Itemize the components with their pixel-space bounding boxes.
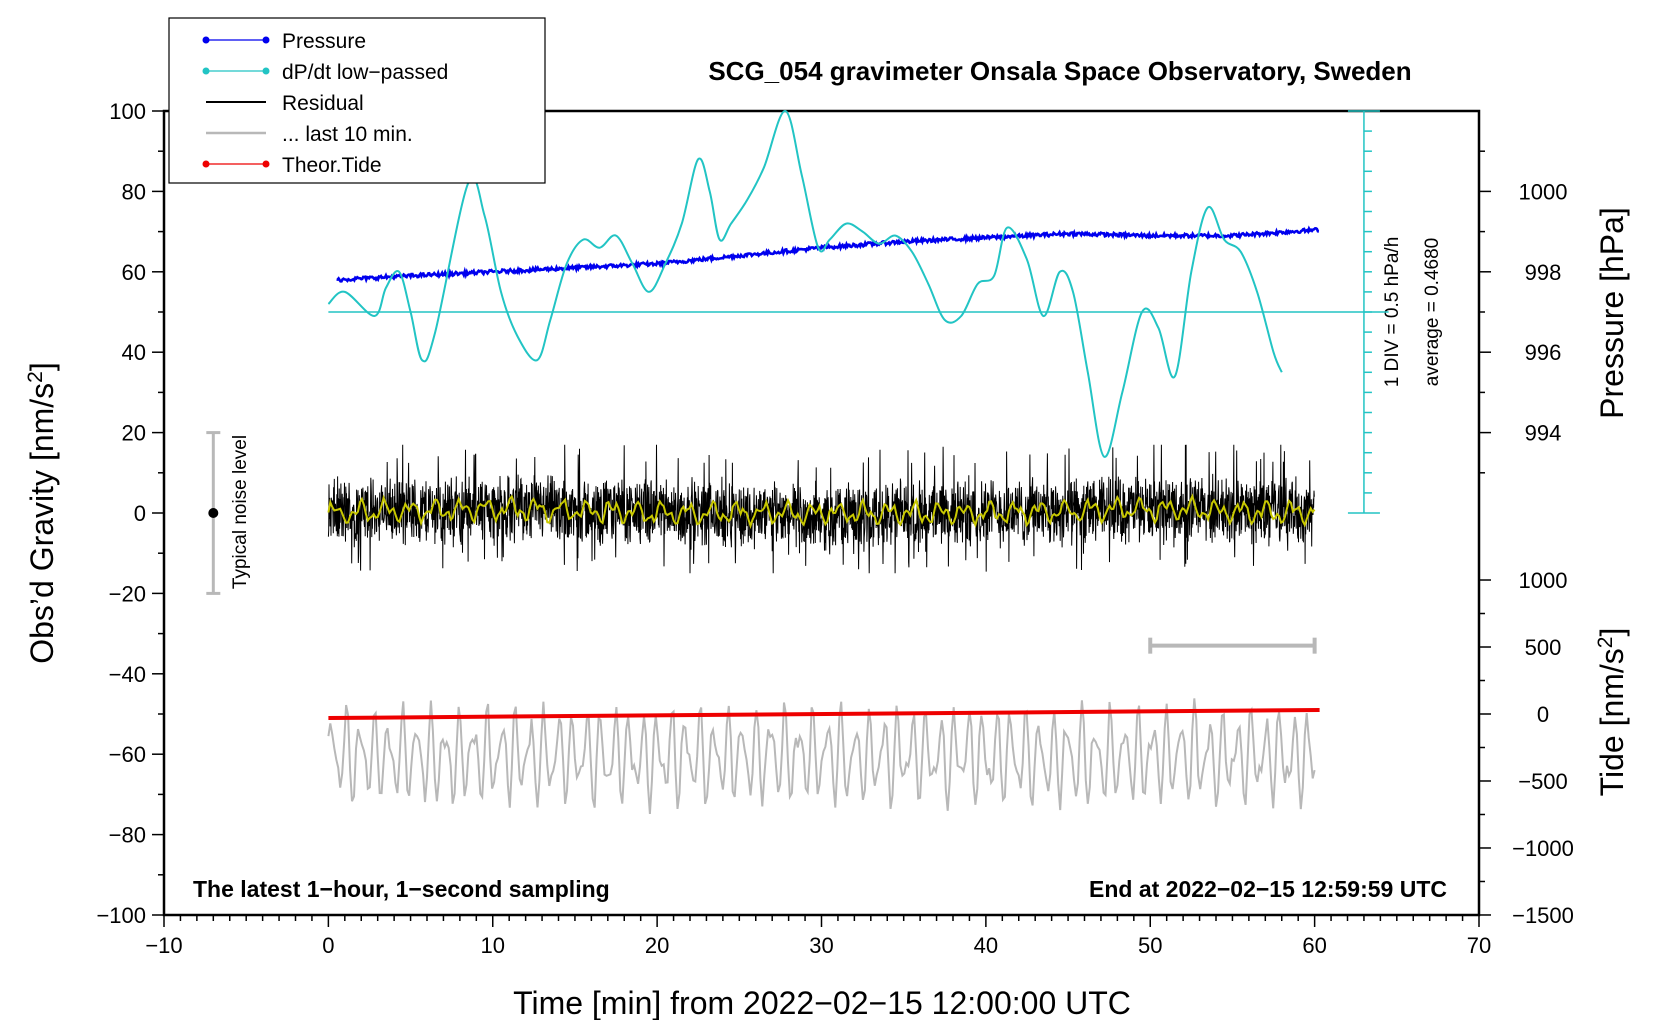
y-tick-label: −100 [96, 903, 146, 928]
dpdt-average-note: average = 0.4680 [1422, 238, 1443, 386]
legend-marker-tide-2 [262, 160, 270, 168]
pressure-tick-label: 994 [1525, 421, 1562, 446]
legend-marker-dpdt [202, 67, 210, 75]
legend-item-dpdt: dP/dt low−passed [202, 61, 448, 84]
noise-bar-center [208, 508, 219, 518]
y-tick-label: −60 [109, 742, 146, 767]
x-tick-label: −10 [145, 933, 182, 958]
y-tick-label: 100 [109, 99, 146, 124]
legend-label-tide: Theor.Tide [282, 154, 382, 177]
series-pressure-line [336, 225, 1320, 284]
legend-label-dpdt: dP/dt low−passed [282, 61, 448, 84]
x-tick-label: 50 [1138, 933, 1162, 958]
y-axis-label: Obs’d Gravity [nm/s2] [24, 362, 61, 664]
x-axis-label: Time [min] from 2022−02−15 12:00:00 UTC [513, 985, 1131, 1020]
x-tick-label: 40 [974, 933, 998, 958]
legend-item-last10: ... last 10 min. [206, 123, 413, 146]
legend-item-pressure: Pressure [202, 30, 366, 53]
series-residual-line [327, 444, 1315, 574]
y-tick-label: 0 [134, 501, 146, 526]
legend-label-residual: Residual [282, 92, 364, 115]
series-tide-line [328, 708, 1320, 720]
y-tick-label: 80 [122, 179, 146, 204]
dpdt-division-note: 1 DIV = 0.5 hPa/h [1382, 237, 1403, 388]
legend-label-pressure: Pressure [282, 30, 366, 53]
y-tick-label: −20 [109, 581, 146, 606]
pressure-tick-label: 1000 [1519, 179, 1568, 204]
tide-tick-label: −1500 [1512, 903, 1574, 928]
legend-marker-tide [202, 160, 210, 168]
x-tick-label: 30 [809, 933, 833, 958]
noise-label: Typical noise level [230, 435, 251, 589]
end-time-note: End at 2022−02−15 12:59:59 UTC [1089, 876, 1447, 902]
y-axis-label-tail: ] [24, 362, 60, 371]
series-layer [206, 109, 1389, 814]
legend-box [168, 17, 546, 184]
pressure-tick-label: 996 [1525, 340, 1562, 365]
tide-tick-label: 0 [1537, 702, 1549, 727]
pressure-tick-label: 998 [1525, 260, 1562, 285]
x-tick-label: 20 [645, 933, 669, 958]
legend: Pressure dP/dt low−passed Residual ... l… [168, 17, 546, 184]
legend-label-last10: ... last 10 min. [282, 123, 413, 146]
tide-tick-label: 1000 [1519, 568, 1568, 593]
y-axis-label-main: Obs’d Gravity [nm/s [24, 383, 60, 664]
tide-tick-label: −500 [1518, 769, 1568, 794]
legend-marker-pressure-2 [262, 36, 270, 44]
legend-marker-dpdt-2 [262, 67, 270, 75]
tide-axis-label-main: Tide [nm/s [1594, 648, 1630, 796]
x-tick-label: 0 [322, 933, 334, 958]
legend-item-tide: Theor.Tide [202, 154, 382, 177]
sampling-note: The latest 1−hour, 1−second sampling [193, 876, 610, 902]
y-tick-label: 40 [122, 340, 146, 365]
tide-tick-label: −1000 [1512, 836, 1574, 861]
y-tick-label: −80 [109, 823, 146, 848]
y-tick-label: −40 [109, 662, 146, 687]
legend-marker-pressure [202, 36, 210, 44]
tide-tick-label: 500 [1525, 635, 1562, 660]
tide-axis-label-tail: ] [1594, 628, 1630, 637]
series-dpdt-line [327, 109, 1283, 458]
legend-item-residual: Residual [206, 92, 364, 115]
x-tick-label: 70 [1467, 933, 1491, 958]
pressure-axis-label: Pressure [hPa] [1594, 207, 1630, 419]
y-tick-label: 60 [122, 260, 146, 285]
x-tick-label: 60 [1302, 933, 1326, 958]
y-tick-label: 20 [122, 421, 146, 446]
y-axis-label-sup: 2 [24, 371, 47, 383]
series-residual-lowpass-line [327, 493, 1316, 530]
axes-ticks: −10 0 10 20 30 40 50 60 70100806040200−20−40−60−… [96, 99, 1573, 958]
x-tick-label: 10 [481, 933, 505, 958]
tide-axis-label-sup: 2 [1594, 637, 1617, 649]
chart-title: SCG_054 gravimeter Onsala Space Observat… [708, 56, 1411, 86]
tide-axis-label: Tide [nm/s2] [1594, 628, 1631, 797]
series-last10-line [327, 698, 1316, 814]
